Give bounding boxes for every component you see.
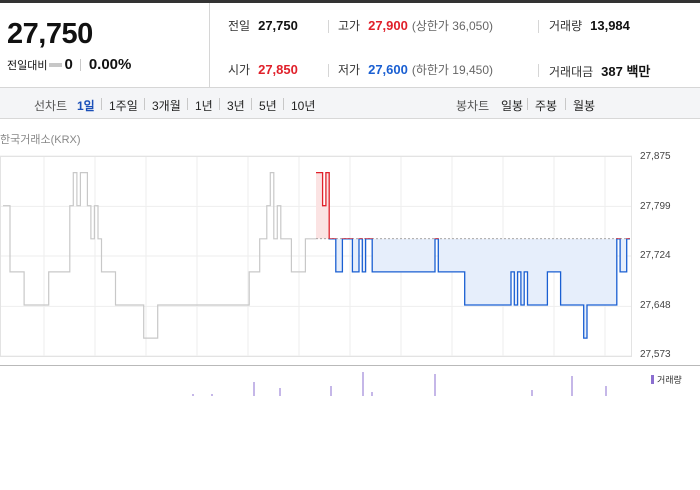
y-tick-label: 27,724	[640, 250, 671, 261]
divider	[565, 98, 566, 110]
volume-chart	[192, 372, 607, 396]
prev-close: 전일 27,750	[228, 17, 298, 34]
period-1w[interactable]: 1주일	[109, 99, 138, 113]
volume: 거래량 13,984	[549, 17, 630, 34]
volume-value: 13,984	[590, 18, 630, 33]
divider	[144, 98, 145, 110]
divider	[328, 20, 329, 33]
open-label: 시가	[228, 63, 251, 77]
volume-legend-label: 거래량	[657, 375, 682, 385]
trade-value-label: 거래대금	[549, 65, 594, 79]
change-row: 전일대비 0 0.00%	[7, 56, 131, 73]
lower-limit: (하한가 19,450)	[411, 63, 494, 77]
trade-value: 거래대금 387 백만	[549, 61, 650, 80]
candle-monthly[interactable]: 월봉	[573, 99, 596, 113]
previous-session-line	[3, 172, 316, 339]
y-tick-label: 27,648	[640, 300, 671, 311]
down-fill-area	[316, 238, 630, 339]
y-tick-label: 27,573	[640, 349, 671, 360]
session-line-down	[328, 238, 630, 339]
volume-chart-area	[0, 365, 700, 398]
volume-legend: 거래량	[651, 373, 682, 386]
change-rate: 0.00%	[88, 56, 132, 73]
trade-value-value: 387 백만	[601, 64, 651, 79]
period-10y[interactable]: 10년	[291, 99, 316, 113]
prev-close-value: 27,750	[258, 18, 298, 33]
period-3y[interactable]: 3년	[227, 99, 245, 113]
divider	[538, 64, 539, 77]
exchange-label: 한국거래소(KRX)	[0, 134, 81, 146]
chart-toolbar: 선차트 1일 1주일 3개월 1년 3년 5년 10년 봉차트 일봉 주봉 월봉	[0, 88, 700, 119]
price-box: 27,750 전일대비 0 0.00%	[0, 3, 210, 88]
change-label: 전일대비	[7, 59, 48, 72]
divider	[187, 98, 188, 110]
y-tick-label: 27,799	[640, 201, 671, 212]
upper-limit: (상한가 36,050)	[411, 19, 494, 33]
change-value: 0	[64, 56, 73, 73]
divider	[251, 98, 252, 110]
high-label: 고가	[338, 19, 361, 33]
prev-close-label: 전일	[228, 19, 251, 33]
volume-label: 거래량	[549, 19, 583, 33]
current-price: 27,750	[7, 18, 93, 50]
divider	[283, 98, 284, 110]
period-3m[interactable]: 3개월	[152, 99, 181, 113]
divider	[328, 64, 329, 77]
y-tick-label: 27,875	[640, 151, 671, 162]
divider	[538, 20, 539, 33]
candle-daily[interactable]: 일봉	[501, 99, 524, 113]
flat-icon	[49, 62, 63, 67]
line-chart-label: 선차트	[34, 99, 68, 113]
open-value: 27,850	[258, 62, 298, 77]
candle-chart-label: 봉차트	[456, 99, 490, 113]
period-1y[interactable]: 1년	[195, 99, 213, 113]
period-1d[interactable]: 1일	[77, 99, 95, 113]
intraday-price-chart	[0, 155, 632, 357]
low-label: 저가	[338, 63, 361, 77]
high-price: 고가 27,900 (상한가 36,050)	[338, 17, 493, 34]
stock-summary: 27,750 전일대비 0 0.00% 전일 27,750 고가 27,900 …	[0, 0, 700, 88]
open-price: 시가 27,850	[228, 61, 298, 78]
divider	[219, 98, 220, 110]
low-value: 27,600	[368, 62, 408, 77]
divider	[79, 58, 81, 71]
period-5y[interactable]: 5년	[259, 99, 277, 113]
candle-weekly[interactable]: 주봉	[535, 99, 558, 113]
volume-swatch	[651, 375, 654, 384]
plot-border	[0, 156, 632, 357]
high-value: 27,900	[368, 18, 408, 33]
divider	[101, 98, 102, 110]
low-price: 저가 27,600 (하한가 19,450)	[338, 61, 493, 78]
divider	[527, 98, 528, 110]
